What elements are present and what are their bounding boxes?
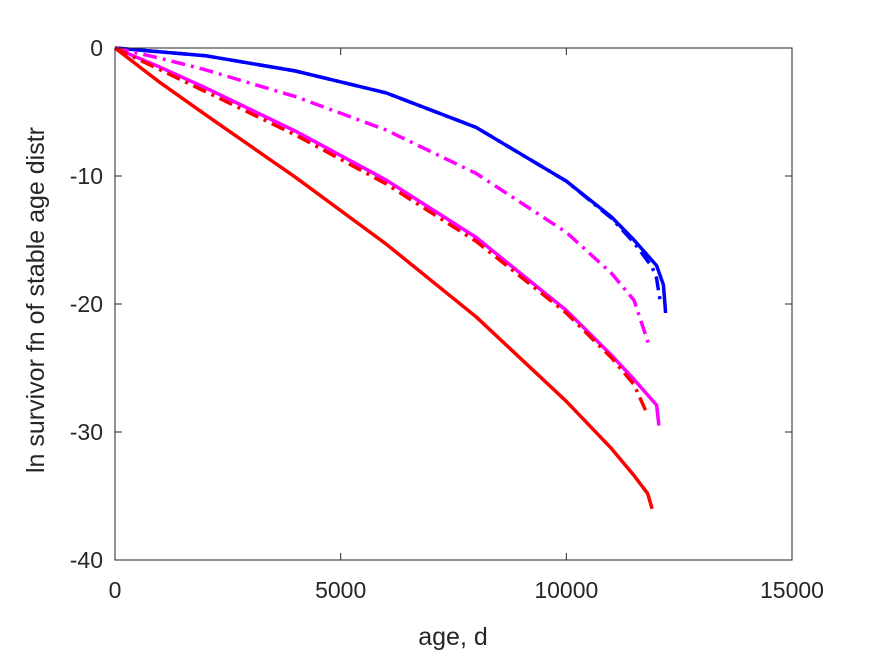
x-axis-label: age, d: [418, 623, 488, 651]
y-tick-label: -30: [70, 419, 103, 445]
series-line-2: [114, 46, 661, 426]
series-line-3: [114, 46, 651, 345]
series-line-5: [114, 46, 649, 414]
x-tick-label: 10000: [534, 577, 598, 603]
y-tick-label: 0: [90, 35, 103, 61]
y-tick-label: -40: [70, 547, 103, 573]
x-tick-label: 0: [109, 577, 122, 603]
y-tick-label: -10: [70, 163, 103, 189]
series-line-4: [113, 46, 654, 510]
series-line-1: [114, 46, 662, 302]
series-layer: [113, 46, 668, 510]
plot-area: [115, 48, 792, 560]
y-axis-label: ln survivor fn of stable age distr: [22, 127, 50, 473]
tick-layer: 0 5000 10000 15000 0 -10 -20 -30 -40: [70, 35, 824, 603]
x-tick-label: 5000: [315, 577, 366, 603]
x-tick-label: 15000: [760, 577, 824, 603]
y-tick-label: -20: [70, 291, 103, 317]
